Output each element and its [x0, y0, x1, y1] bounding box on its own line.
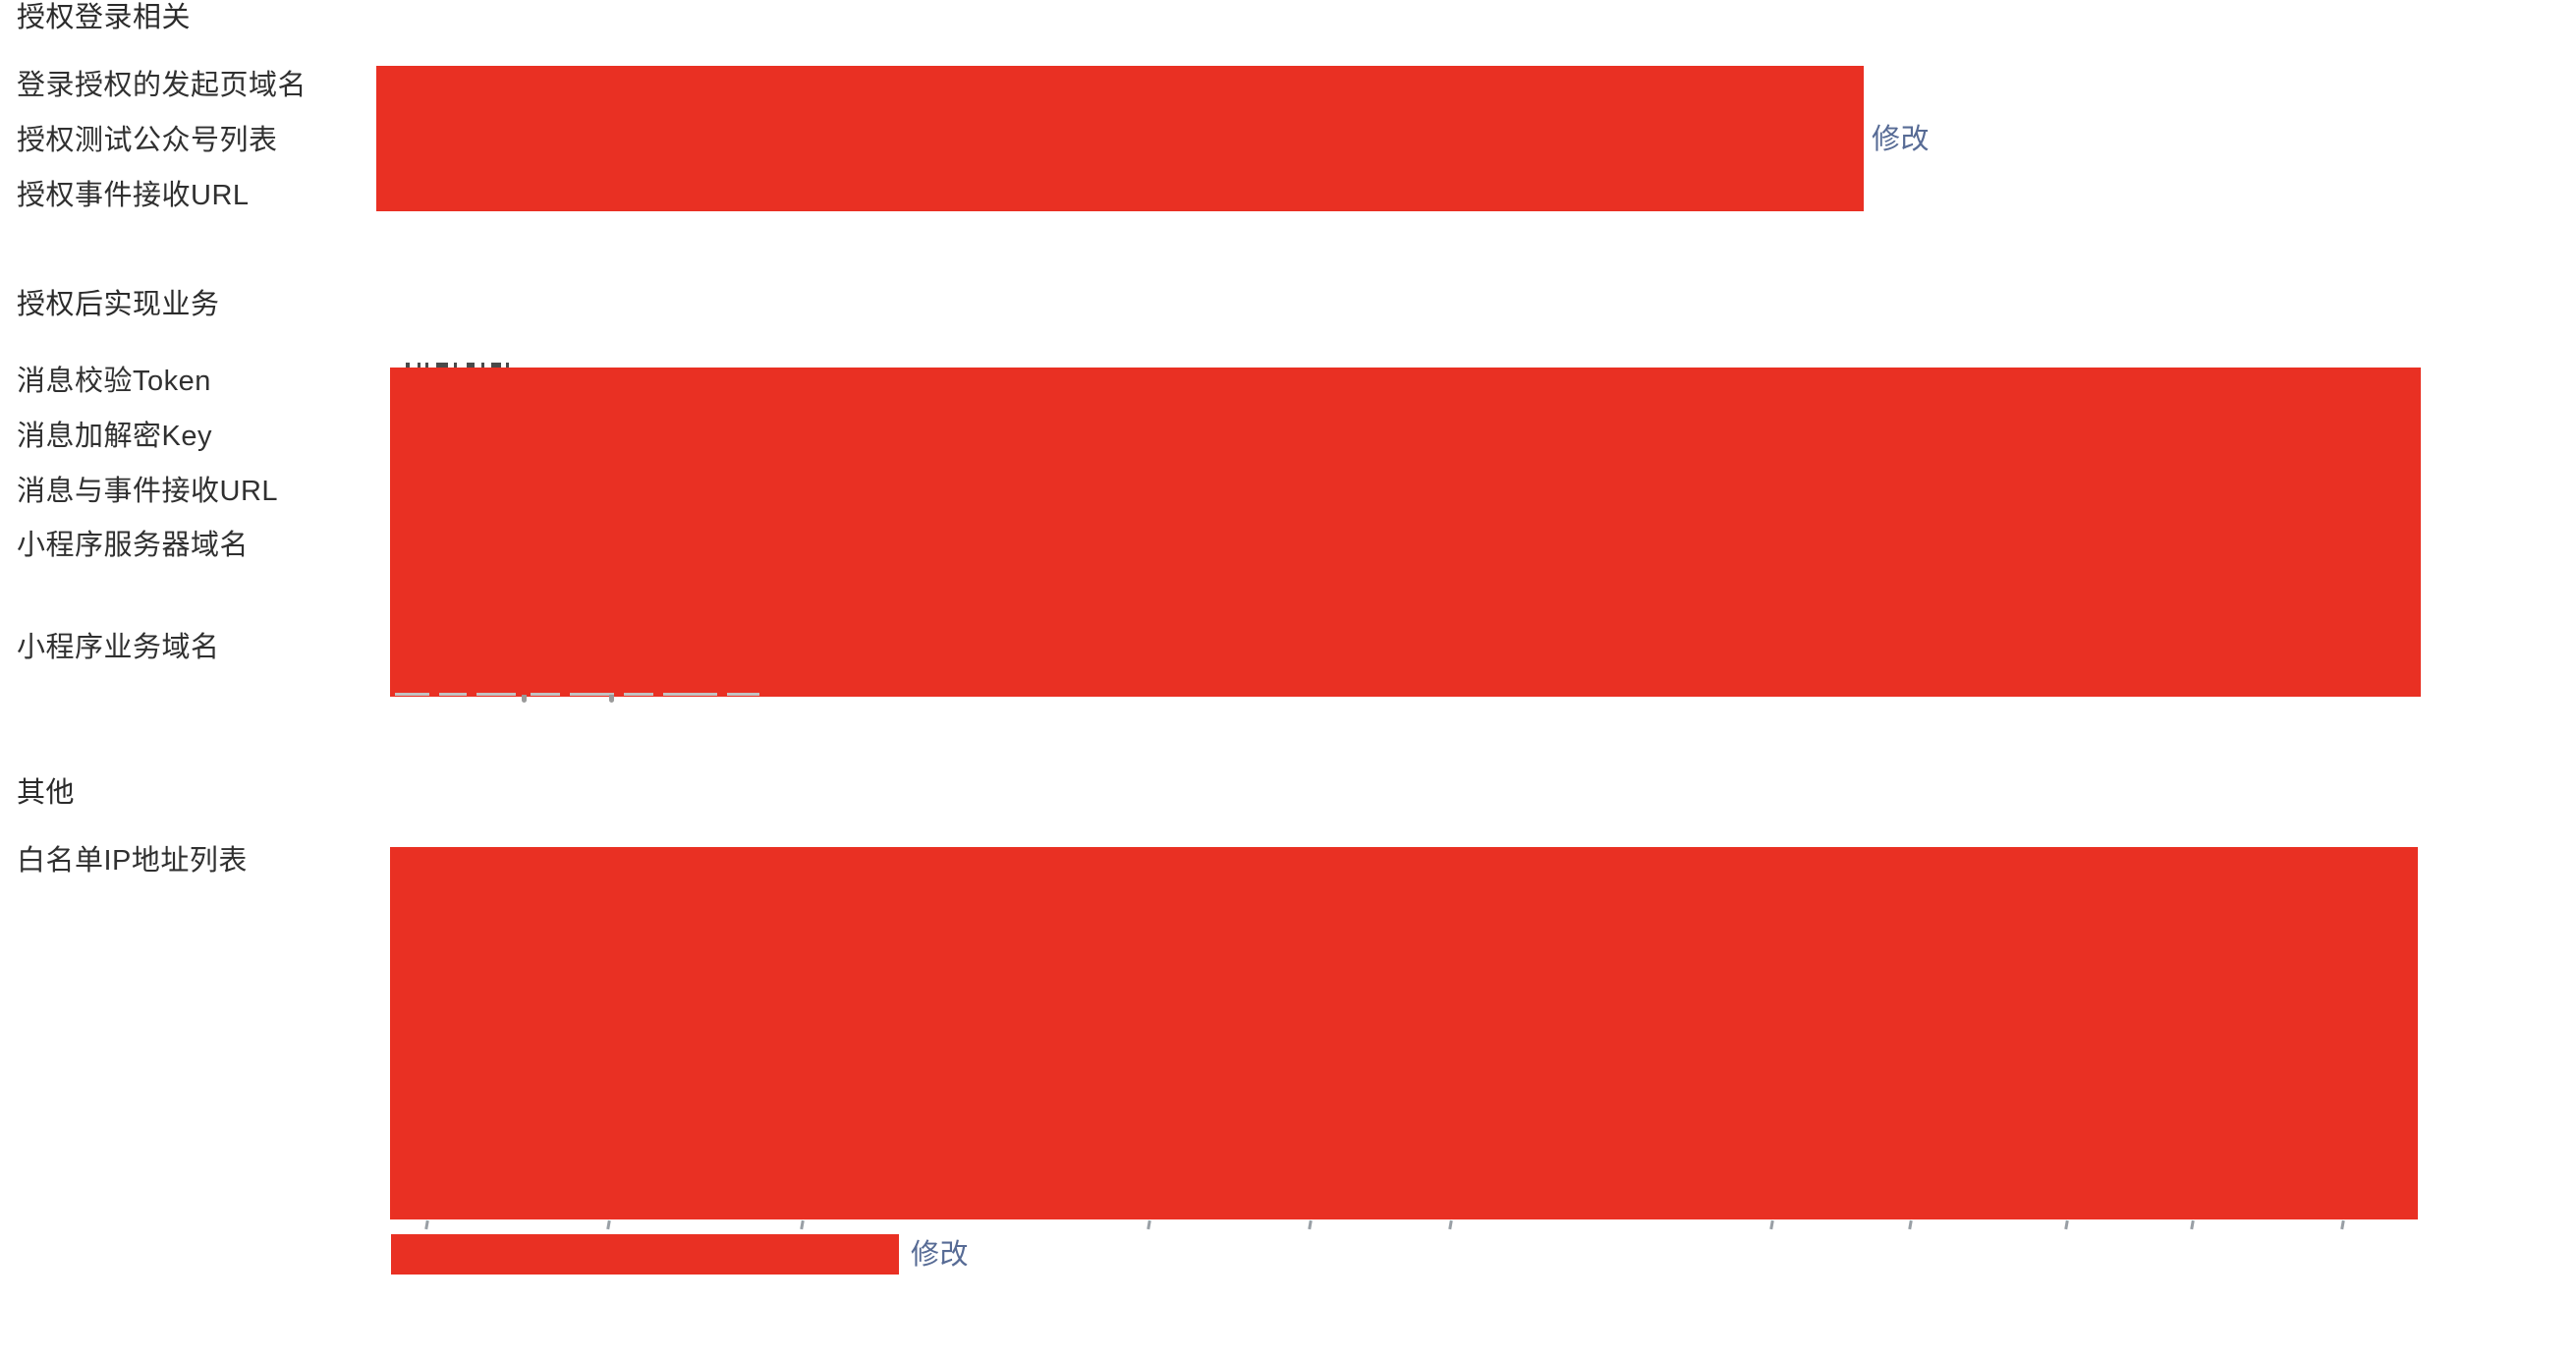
field-label-message-token: 消息校验Token: [17, 366, 211, 397]
redacted-text-tick-remnant: [2340, 1219, 2345, 1230]
section-title-post-auth-business: 授权后实现业务: [17, 289, 220, 320]
field-label-message-aeskey: 消息加解密Key: [17, 421, 212, 452]
modify-link-auth-login[interactable]: 修改: [1872, 124, 1931, 155]
redacted-text-tick-remnant: [424, 1219, 429, 1230]
redacted-text-descender-remnant: [609, 695, 614, 703]
redacted-text-descender-remnant: [522, 695, 527, 703]
redacted-text-remnant: [531, 693, 560, 696]
redacted-text-remnant: [418, 363, 420, 368]
field-label-auth-event-url: 授权事件接收URL: [17, 180, 250, 211]
redacted-text-tick-remnant: [2190, 1219, 2195, 1230]
redacted-text-remnant: [467, 363, 475, 368]
section-title-auth-login: 授权登录相关: [17, 2, 192, 33]
field-label-auth-test-account-list: 授权测试公众号列表: [17, 125, 278, 156]
redaction-box-ip-whitelist: [390, 847, 2418, 1219]
redacted-text-tick-remnant: [1448, 1219, 1453, 1230]
redacted-text-tick-remnant: [1908, 1219, 1913, 1230]
redaction-box-post-auth-values: [390, 368, 2421, 697]
redacted-text-remnant: [727, 693, 759, 696]
field-label-ip-whitelist: 白名单IP地址列表: [17, 845, 248, 877]
redacted-text-remnant: [491, 363, 501, 368]
field-label-miniprogram-business-domain: 小程序业务域名: [17, 632, 220, 663]
redacted-text-remnant: [476, 693, 516, 696]
redacted-text-remnant: [439, 693, 467, 696]
redacted-text-remnant: [663, 693, 717, 696]
modify-link-ip-whitelist[interactable]: 修改: [911, 1239, 970, 1271]
redacted-text-tick-remnant: [2064, 1219, 2069, 1230]
redacted-text-remnant: [506, 363, 509, 368]
redacted-text-tick-remnant: [800, 1219, 805, 1230]
redacted-text-remnant: [425, 363, 428, 368]
redaction-box-auth-login-values: [376, 66, 1864, 211]
redacted-text-remnant: [454, 363, 457, 368]
redacted-text-tick-remnant: [1769, 1219, 1774, 1230]
redacted-text-remnant: [406, 363, 410, 368]
redacted-text-tick-remnant: [1147, 1219, 1151, 1230]
field-label-message-event-url: 消息与事件接收URL: [17, 476, 279, 507]
field-label-login-auth-domain: 登录授权的发起页域名: [17, 70, 308, 101]
redacted-text-remnant: [436, 363, 448, 368]
redacted-text-remnant: [395, 693, 429, 696]
redacted-text-tick-remnant: [606, 1219, 611, 1230]
section-title-other: 其他: [17, 777, 76, 809]
redaction-box-ip-whitelist-last-line: [391, 1234, 899, 1275]
redacted-text-tick-remnant: [1308, 1219, 1313, 1230]
redacted-text-remnant: [481, 363, 484, 368]
redacted-text-remnant: [570, 693, 614, 696]
field-label-miniprogram-server-domain: 小程序服务器域名: [17, 530, 250, 561]
redacted-text-remnant: [624, 693, 653, 696]
